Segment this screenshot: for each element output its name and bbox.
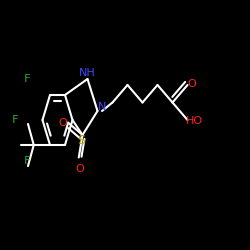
Text: O: O [58, 118, 67, 128]
Text: NH: NH [79, 68, 96, 78]
Text: N: N [98, 102, 106, 112]
Text: O: O [76, 164, 84, 173]
Text: S: S [78, 134, 86, 147]
Text: F: F [24, 74, 30, 84]
Text: F: F [24, 156, 30, 166]
Text: F: F [12, 115, 18, 125]
Text: O: O [187, 79, 196, 89]
Text: HO: HO [186, 116, 202, 126]
